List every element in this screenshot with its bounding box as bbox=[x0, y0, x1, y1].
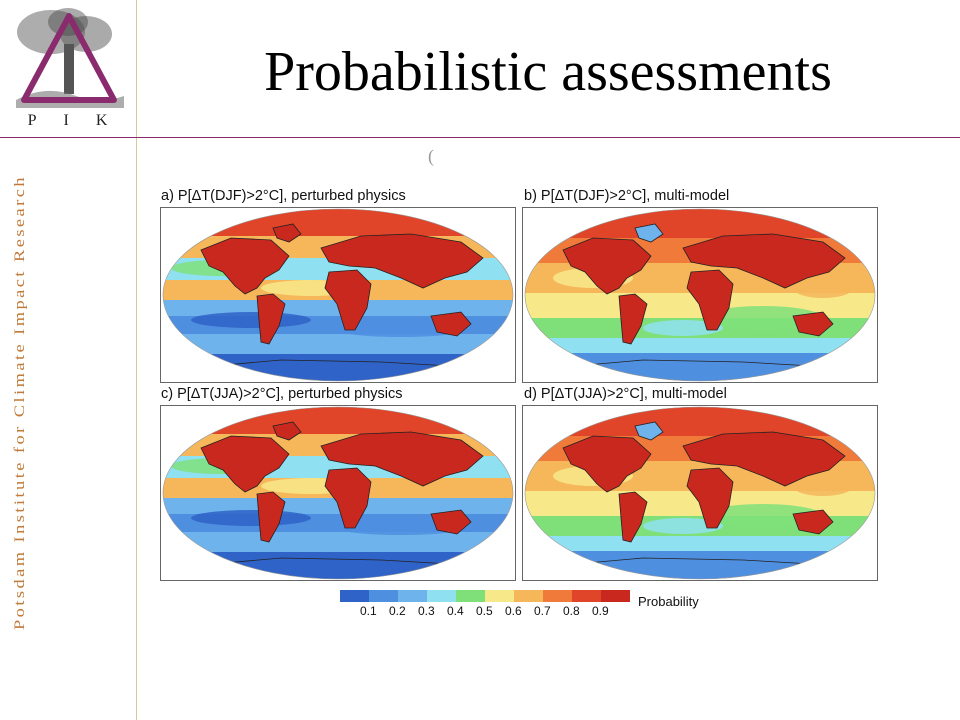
legend-swatch bbox=[369, 590, 398, 602]
logo-letter: I bbox=[63, 112, 70, 129]
legend-tick-label: 0.3 bbox=[418, 604, 435, 618]
continent-shape bbox=[272, 421, 302, 441]
continent-shape bbox=[686, 269, 734, 331]
institute-name: Potsdam Institute for Climate Impact Res… bbox=[12, 175, 28, 630]
continent-shape bbox=[200, 435, 290, 493]
legend-tick-label: 0.2 bbox=[389, 604, 406, 618]
continent-shape bbox=[618, 491, 648, 543]
map-panel-b bbox=[522, 207, 878, 383]
continent-shape bbox=[618, 293, 648, 345]
legend-swatch bbox=[572, 590, 601, 602]
legend-tick-label: 0.6 bbox=[505, 604, 522, 618]
logo-letters: P I K bbox=[0, 112, 136, 130]
slide-title: Probabilistic assessments bbox=[264, 41, 832, 103]
continent-shape bbox=[200, 237, 290, 295]
continent-shape bbox=[634, 223, 664, 243]
continent-shape bbox=[562, 237, 652, 295]
logo-letter: P bbox=[27, 112, 38, 129]
legend-tick-label: 0.9 bbox=[592, 604, 609, 618]
continent-shape bbox=[792, 509, 834, 535]
legend-swatch bbox=[514, 590, 543, 602]
continent-shape bbox=[324, 269, 372, 331]
panel-title-c: c) P[ΔT(JJA)>2°C], perturbed physics bbox=[161, 386, 403, 402]
continent-shape bbox=[256, 491, 286, 543]
legend-tick-label: 0.1 bbox=[360, 604, 377, 618]
legend-tick-label: 0.5 bbox=[476, 604, 493, 618]
legend-swatch bbox=[340, 590, 369, 602]
continent-shape bbox=[324, 467, 372, 529]
legend-tick-label: 0.7 bbox=[534, 604, 551, 618]
continent-shape bbox=[562, 435, 652, 493]
legend-title: Probability bbox=[638, 594, 699, 609]
pik-logo bbox=[6, 4, 128, 134]
continent-shape bbox=[272, 223, 302, 243]
logo-emblem-icon bbox=[16, 8, 124, 108]
legend-swatch bbox=[398, 590, 427, 602]
legend-swatch bbox=[456, 590, 485, 602]
institute-sidebar: Potsdam Institute for Climate Impact Res… bbox=[12, 175, 28, 630]
panel-title-d: d) P[ΔT(JJA)>2°C], multi-model bbox=[524, 386, 727, 402]
continent-shape bbox=[430, 509, 472, 535]
continent-shape bbox=[256, 293, 286, 345]
map-panel-a bbox=[160, 207, 516, 383]
legend-swatch bbox=[427, 590, 456, 602]
continent-shape bbox=[682, 233, 846, 289]
continent-shape bbox=[682, 431, 846, 487]
stray-mark: ( bbox=[428, 146, 434, 166]
legend-swatch bbox=[601, 590, 630, 602]
map-panel-d bbox=[522, 405, 878, 581]
panel-title-b: b) P[ΔT(DJF)>2°C], multi-model bbox=[524, 188, 730, 204]
continent-shape bbox=[320, 431, 484, 487]
legend-swatch bbox=[485, 590, 514, 602]
panel-title-a: a) P[ΔT(DJF)>2°C], perturbed physics bbox=[161, 188, 406, 204]
legend-swatch bbox=[543, 590, 572, 602]
horizontal-rule bbox=[0, 137, 960, 138]
continent-shape bbox=[430, 311, 472, 337]
continent-shape bbox=[320, 233, 484, 289]
continent-shape bbox=[792, 311, 834, 337]
vertical-rule bbox=[136, 0, 137, 720]
continent-shape bbox=[634, 421, 664, 441]
legend-colorbar bbox=[340, 590, 630, 602]
map-panel-c bbox=[160, 405, 516, 581]
logo-letter: K bbox=[95, 112, 109, 129]
continent-shape bbox=[686, 467, 734, 529]
legend-tick-label: 0.8 bbox=[563, 604, 580, 618]
legend-tick-label: 0.4 bbox=[447, 604, 464, 618]
